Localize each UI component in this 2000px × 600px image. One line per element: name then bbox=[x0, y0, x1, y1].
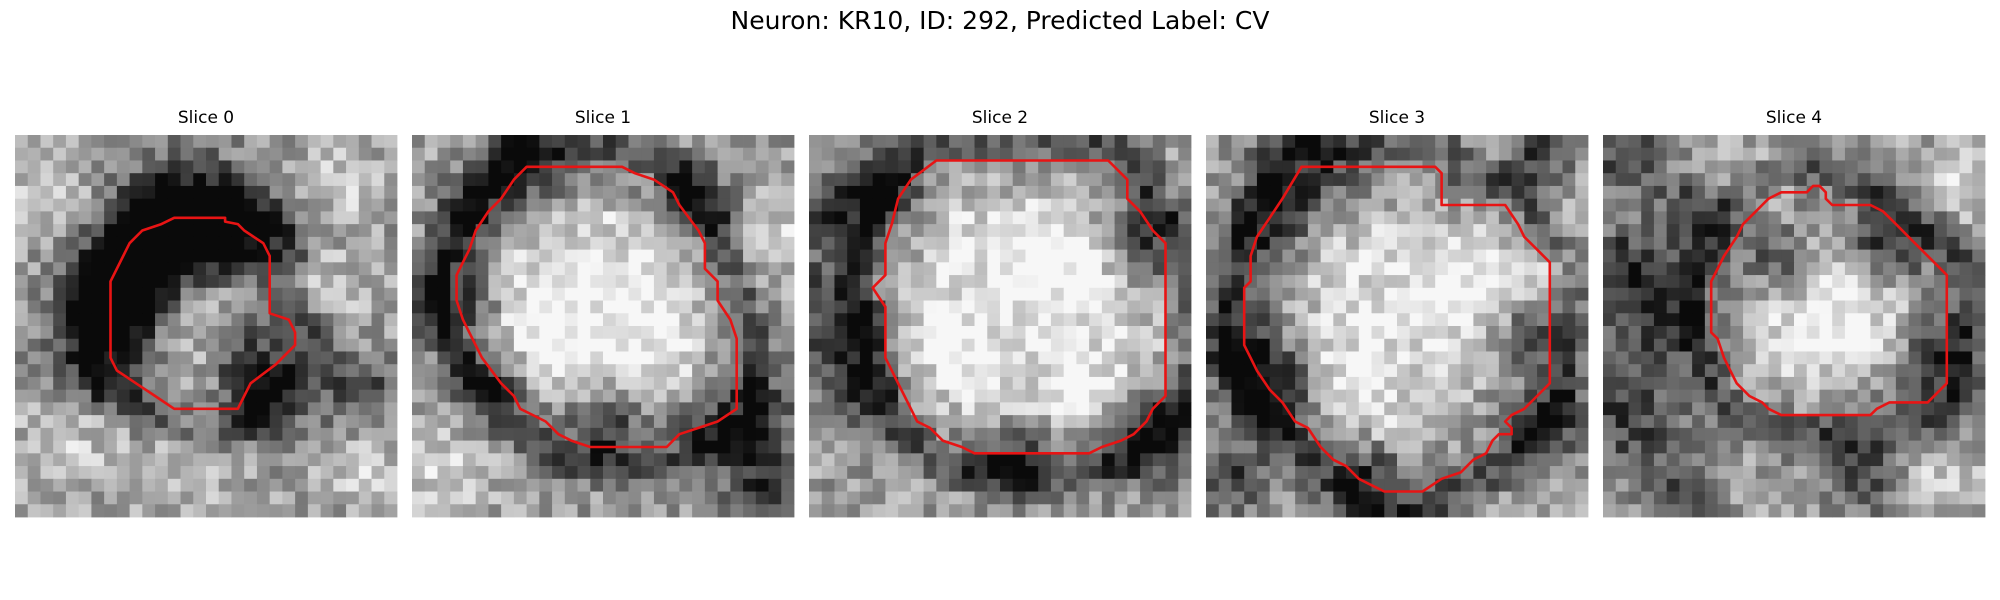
contour-line-3 bbox=[1242, 165, 1552, 493]
slice-panel-2 bbox=[809, 135, 1192, 518]
figure-title: Neuron: KR10, ID: 292, Predicted Label: … bbox=[730, 6, 1270, 35]
slice-image-1 bbox=[412, 135, 795, 518]
slice-image-0 bbox=[15, 135, 398, 518]
panel-title-slice-2: Slice 2 bbox=[971, 108, 1029, 128]
slice-panel-0 bbox=[15, 135, 398, 518]
slice-panel-4 bbox=[1603, 135, 1986, 518]
contour-line-0 bbox=[109, 216, 297, 411]
panel-title-slice-3: Slice 3 bbox=[1368, 108, 1426, 128]
panel-title-slice-1: Slice 1 bbox=[574, 108, 632, 128]
slice-image-3 bbox=[1206, 135, 1589, 518]
panel-title-slice-4: Slice 4 bbox=[1765, 108, 1823, 128]
slice-image-4 bbox=[1603, 135, 1986, 518]
slice-panel-1 bbox=[412, 135, 795, 518]
contour-line-1 bbox=[455, 165, 739, 449]
panel-title-slice-0: Slice 0 bbox=[177, 108, 235, 128]
contour-line-4 bbox=[1709, 184, 1949, 417]
contour-line-2 bbox=[871, 159, 1167, 455]
slice-panel-3 bbox=[1206, 135, 1589, 518]
slice-image-2 bbox=[809, 135, 1192, 518]
